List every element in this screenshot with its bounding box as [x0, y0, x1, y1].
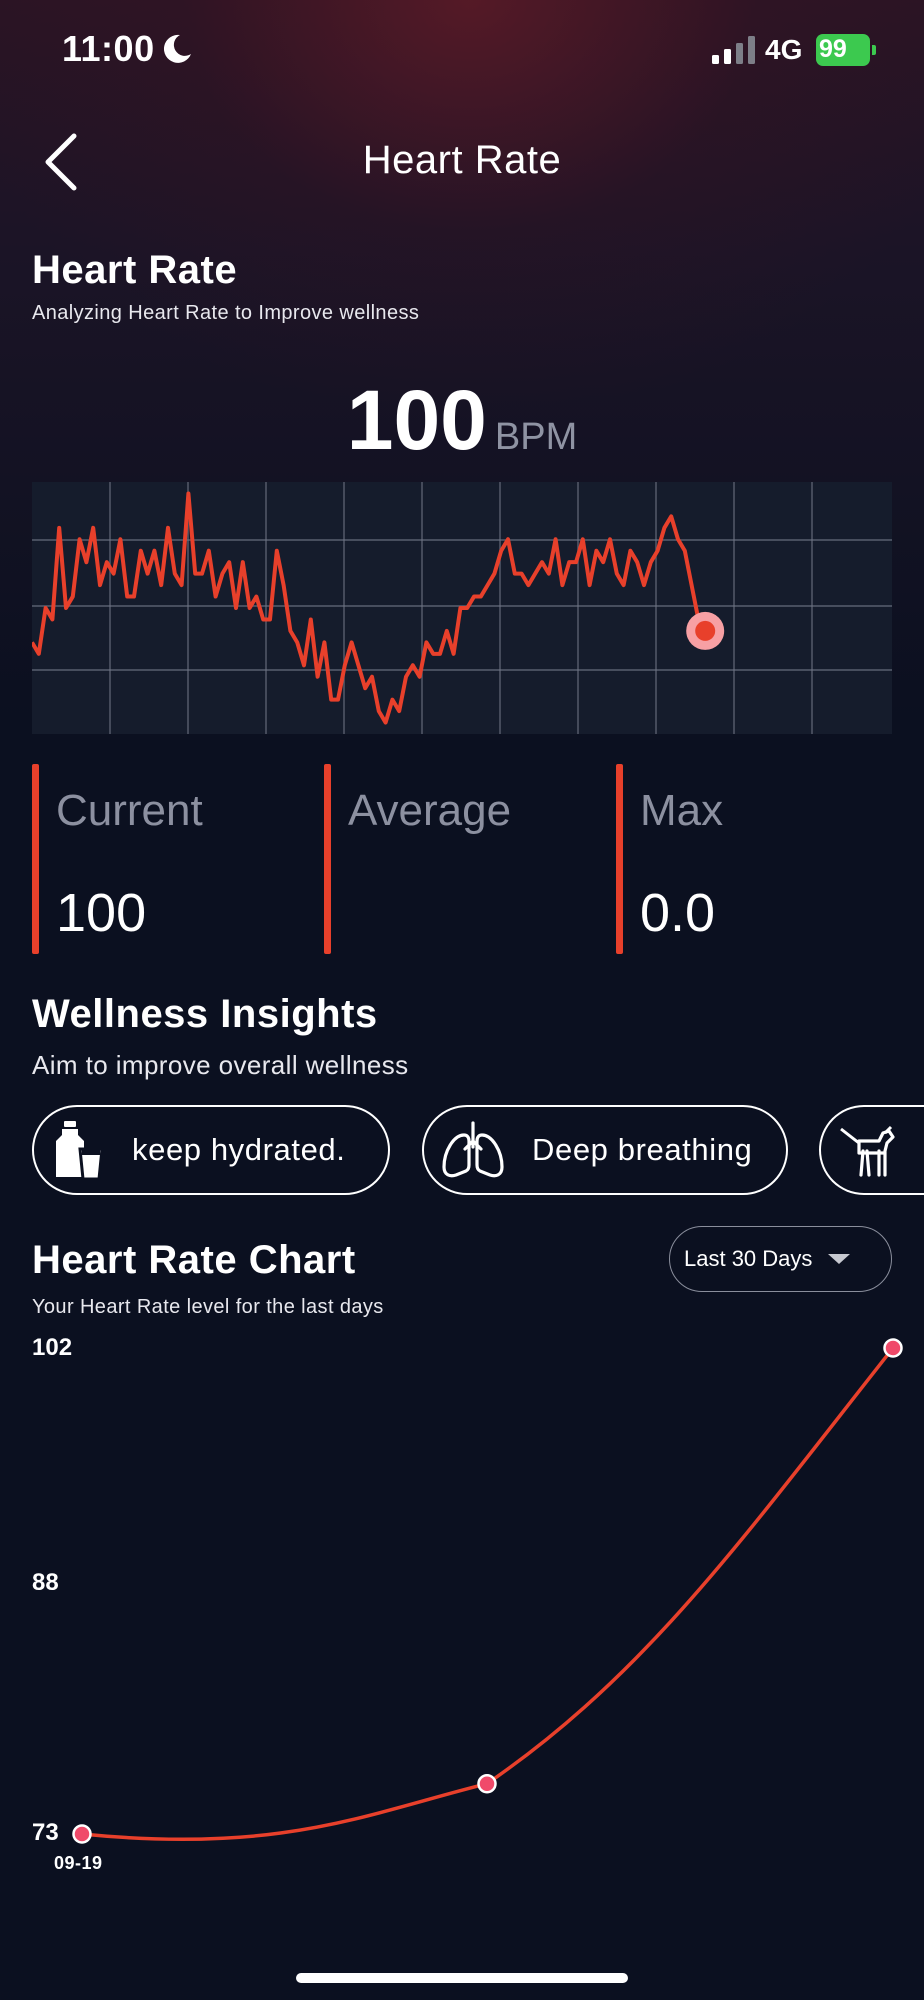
stat-max: Max 0.0 — [616, 764, 896, 954]
insight-label: keep hydrated. — [132, 1132, 346, 1167]
stat-value: 0.0 — [640, 883, 716, 943]
water-bottle-icon — [56, 1121, 104, 1181]
insight-label: Deep breathing — [532, 1132, 753, 1167]
range-selector-dropdown[interactable]: Last 30 Days — [669, 1226, 892, 1292]
stat-accent-bar — [32, 764, 39, 954]
bpm-value: 100 — [346, 373, 487, 467]
nav-title: Heart Rate — [362, 138, 562, 182]
stat-label: Max — [640, 786, 724, 835]
x-tick-label: 09-19 — [54, 1853, 103, 1873]
data-point — [72, 1824, 92, 1844]
insights-title: Wellness Insights — [32, 992, 378, 1036]
current-point — [695, 620, 716, 641]
range-selector-value: Last 30 Days — [684, 1246, 813, 1271]
status-time: 11:00 — [62, 28, 155, 69]
bpm-readout: 100 BPM — [0, 372, 924, 469]
stat-value: 100 — [56, 883, 147, 943]
trend-title: Heart Rate Chart — [32, 1238, 356, 1282]
summary-subtitle: Analyzing Heart Rate to Improve wellness — [32, 302, 420, 324]
summary-title: Heart Rate — [32, 248, 238, 292]
lungs-icon — [442, 1121, 504, 1178]
battery-level: 99 — [819, 35, 847, 63]
y-tick-label: 88 — [32, 1569, 59, 1596]
stat-average: Average — [324, 764, 604, 954]
insight-pill-breathing[interactable]: Deep breathing — [422, 1105, 788, 1195]
live-heart-rate-line — [32, 491, 707, 725]
back-chevron-icon[interactable] — [40, 130, 84, 194]
dog-walking-icon — [840, 1125, 895, 1177]
battery-indicator: 99 — [816, 34, 876, 66]
stat-label: Average — [348, 786, 512, 835]
data-point — [883, 1338, 903, 1358]
insights-subtitle: Aim to improve overall wellness — [32, 1050, 409, 1080]
live-heart-rate-chart — [32, 482, 892, 734]
trend-subtitle: Your Heart Rate level for the last days — [32, 1296, 384, 1318]
stat-label: Current — [56, 786, 203, 835]
insight-pill-hydration[interactable]: keep hydrated. — [32, 1105, 390, 1195]
network-type: 4G — [765, 34, 803, 65]
heart-rate-trend-chart — [72, 1338, 903, 1844]
stat-current: Current 100 — [32, 764, 312, 954]
moon-icon — [163, 34, 191, 63]
stat-accent-bar — [616, 764, 623, 954]
data-point — [477, 1773, 497, 1794]
y-tick-label: 73 — [32, 1819, 59, 1846]
home-indicator[interactable] — [296, 1973, 628, 1983]
bpm-unit: BPM — [494, 416, 578, 458]
stat-accent-bar — [324, 764, 331, 954]
y-tick-label: 102 — [32, 1334, 73, 1361]
caret-down-icon — [828, 1254, 851, 1264]
trend-line — [81, 1346, 895, 1842]
insight-pill-walking[interactable] — [819, 1105, 924, 1195]
signal-icon — [712, 36, 755, 64]
